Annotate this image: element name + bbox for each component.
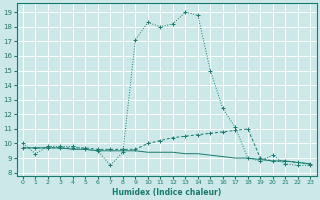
X-axis label: Humidex (Indice chaleur): Humidex (Indice chaleur) [112,188,221,197]
